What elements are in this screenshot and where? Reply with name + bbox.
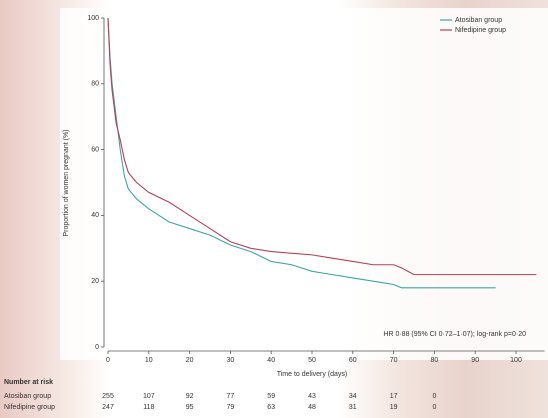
annotation: HR 0·88 (95% CI 0·72–1·07); log-rank p=0…: [383, 331, 526, 338]
y-tick-label: 20: [91, 278, 99, 285]
risk-value: 77: [227, 393, 235, 400]
x-tick-label: 90: [471, 357, 479, 364]
risk-value: 31: [349, 404, 357, 411]
risk-value: 107: [143, 393, 155, 400]
plot-background: [60, 8, 548, 360]
x-tick-label: 70: [390, 357, 398, 364]
y-tick-label: 60: [91, 146, 99, 153]
y-tick-label: 100: [87, 15, 99, 22]
risk-value: 0: [432, 404, 436, 411]
x-axis-label: Time to delivery (days): [277, 371, 348, 378]
risk-value: 255: [102, 393, 114, 400]
x-tick-label: 30: [227, 357, 235, 364]
x-tick-label: 80: [431, 357, 439, 364]
risk-value: 17: [390, 393, 398, 400]
y-tick-label: 40: [91, 212, 99, 219]
risk-value: 63: [267, 404, 275, 411]
y-axis-label: Proportion of women pregnant (%): [63, 130, 70, 237]
risk-row-label: Atosiban group: [4, 393, 51, 400]
risk-value: 19: [390, 404, 398, 411]
y-tick-label: 0: [95, 344, 99, 351]
x-tick-label: 20: [186, 357, 194, 364]
page: Proportion of women pregnant (%) Time to…: [0, 0, 548, 418]
y-tick-label: 80: [91, 81, 99, 88]
x-tick-label: 10: [145, 357, 153, 364]
chart: Proportion of women pregnant (%) Time to…: [0, 0, 548, 418]
risk-value: 34: [349, 393, 357, 400]
x-tick-label: 100: [510, 357, 522, 364]
risk-row-label: Nifedipine group: [4, 404, 55, 411]
risk-value: 92: [186, 393, 194, 400]
x-tick-label: 40: [267, 357, 275, 364]
risk-value: 118: [143, 404, 154, 411]
x-tick-label: 0: [106, 357, 110, 364]
risk-value: 43: [308, 393, 316, 400]
risk-table-title: Number at risk: [4, 379, 53, 386]
risk-value: 0: [432, 393, 436, 400]
legend-label: Nifedipine group: [455, 27, 506, 34]
risk-value: 59: [267, 393, 275, 400]
risk-value: 48: [308, 404, 316, 411]
x-tick-label: 50: [308, 357, 316, 364]
legend-label: Atosiban group: [455, 17, 502, 24]
x-tick-label: 60: [349, 357, 357, 364]
risk-value: 95: [186, 404, 194, 411]
risk-value: 247: [102, 404, 114, 411]
risk-value: 79: [227, 404, 235, 411]
